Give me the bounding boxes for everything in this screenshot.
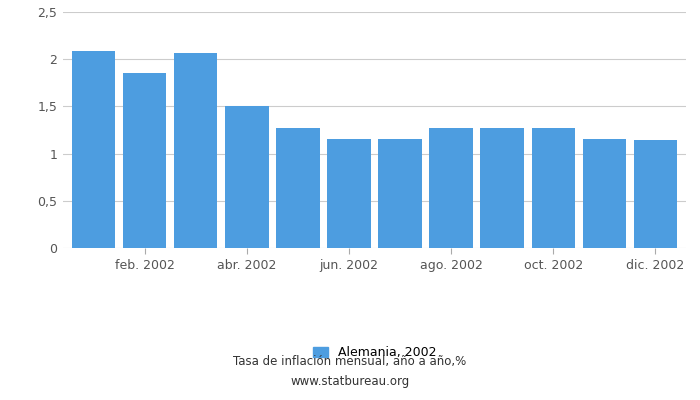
Bar	[531, 128, 575, 248]
Bar	[123, 73, 167, 248]
Bar	[429, 128, 472, 248]
Bar	[378, 140, 421, 248]
Bar	[174, 52, 218, 248]
Bar	[328, 140, 371, 248]
Text: www.statbureau.org: www.statbureau.org	[290, 376, 410, 388]
Bar	[634, 140, 677, 248]
Text: Tasa de inflación mensual, año a año,%: Tasa de inflación mensual, año a año,%	[233, 356, 467, 368]
Bar	[72, 51, 116, 248]
Legend: Alemania, 2002: Alemania, 2002	[308, 342, 441, 364]
Bar	[480, 128, 524, 248]
Bar	[582, 140, 626, 248]
Bar	[276, 128, 320, 248]
Bar	[225, 106, 269, 248]
